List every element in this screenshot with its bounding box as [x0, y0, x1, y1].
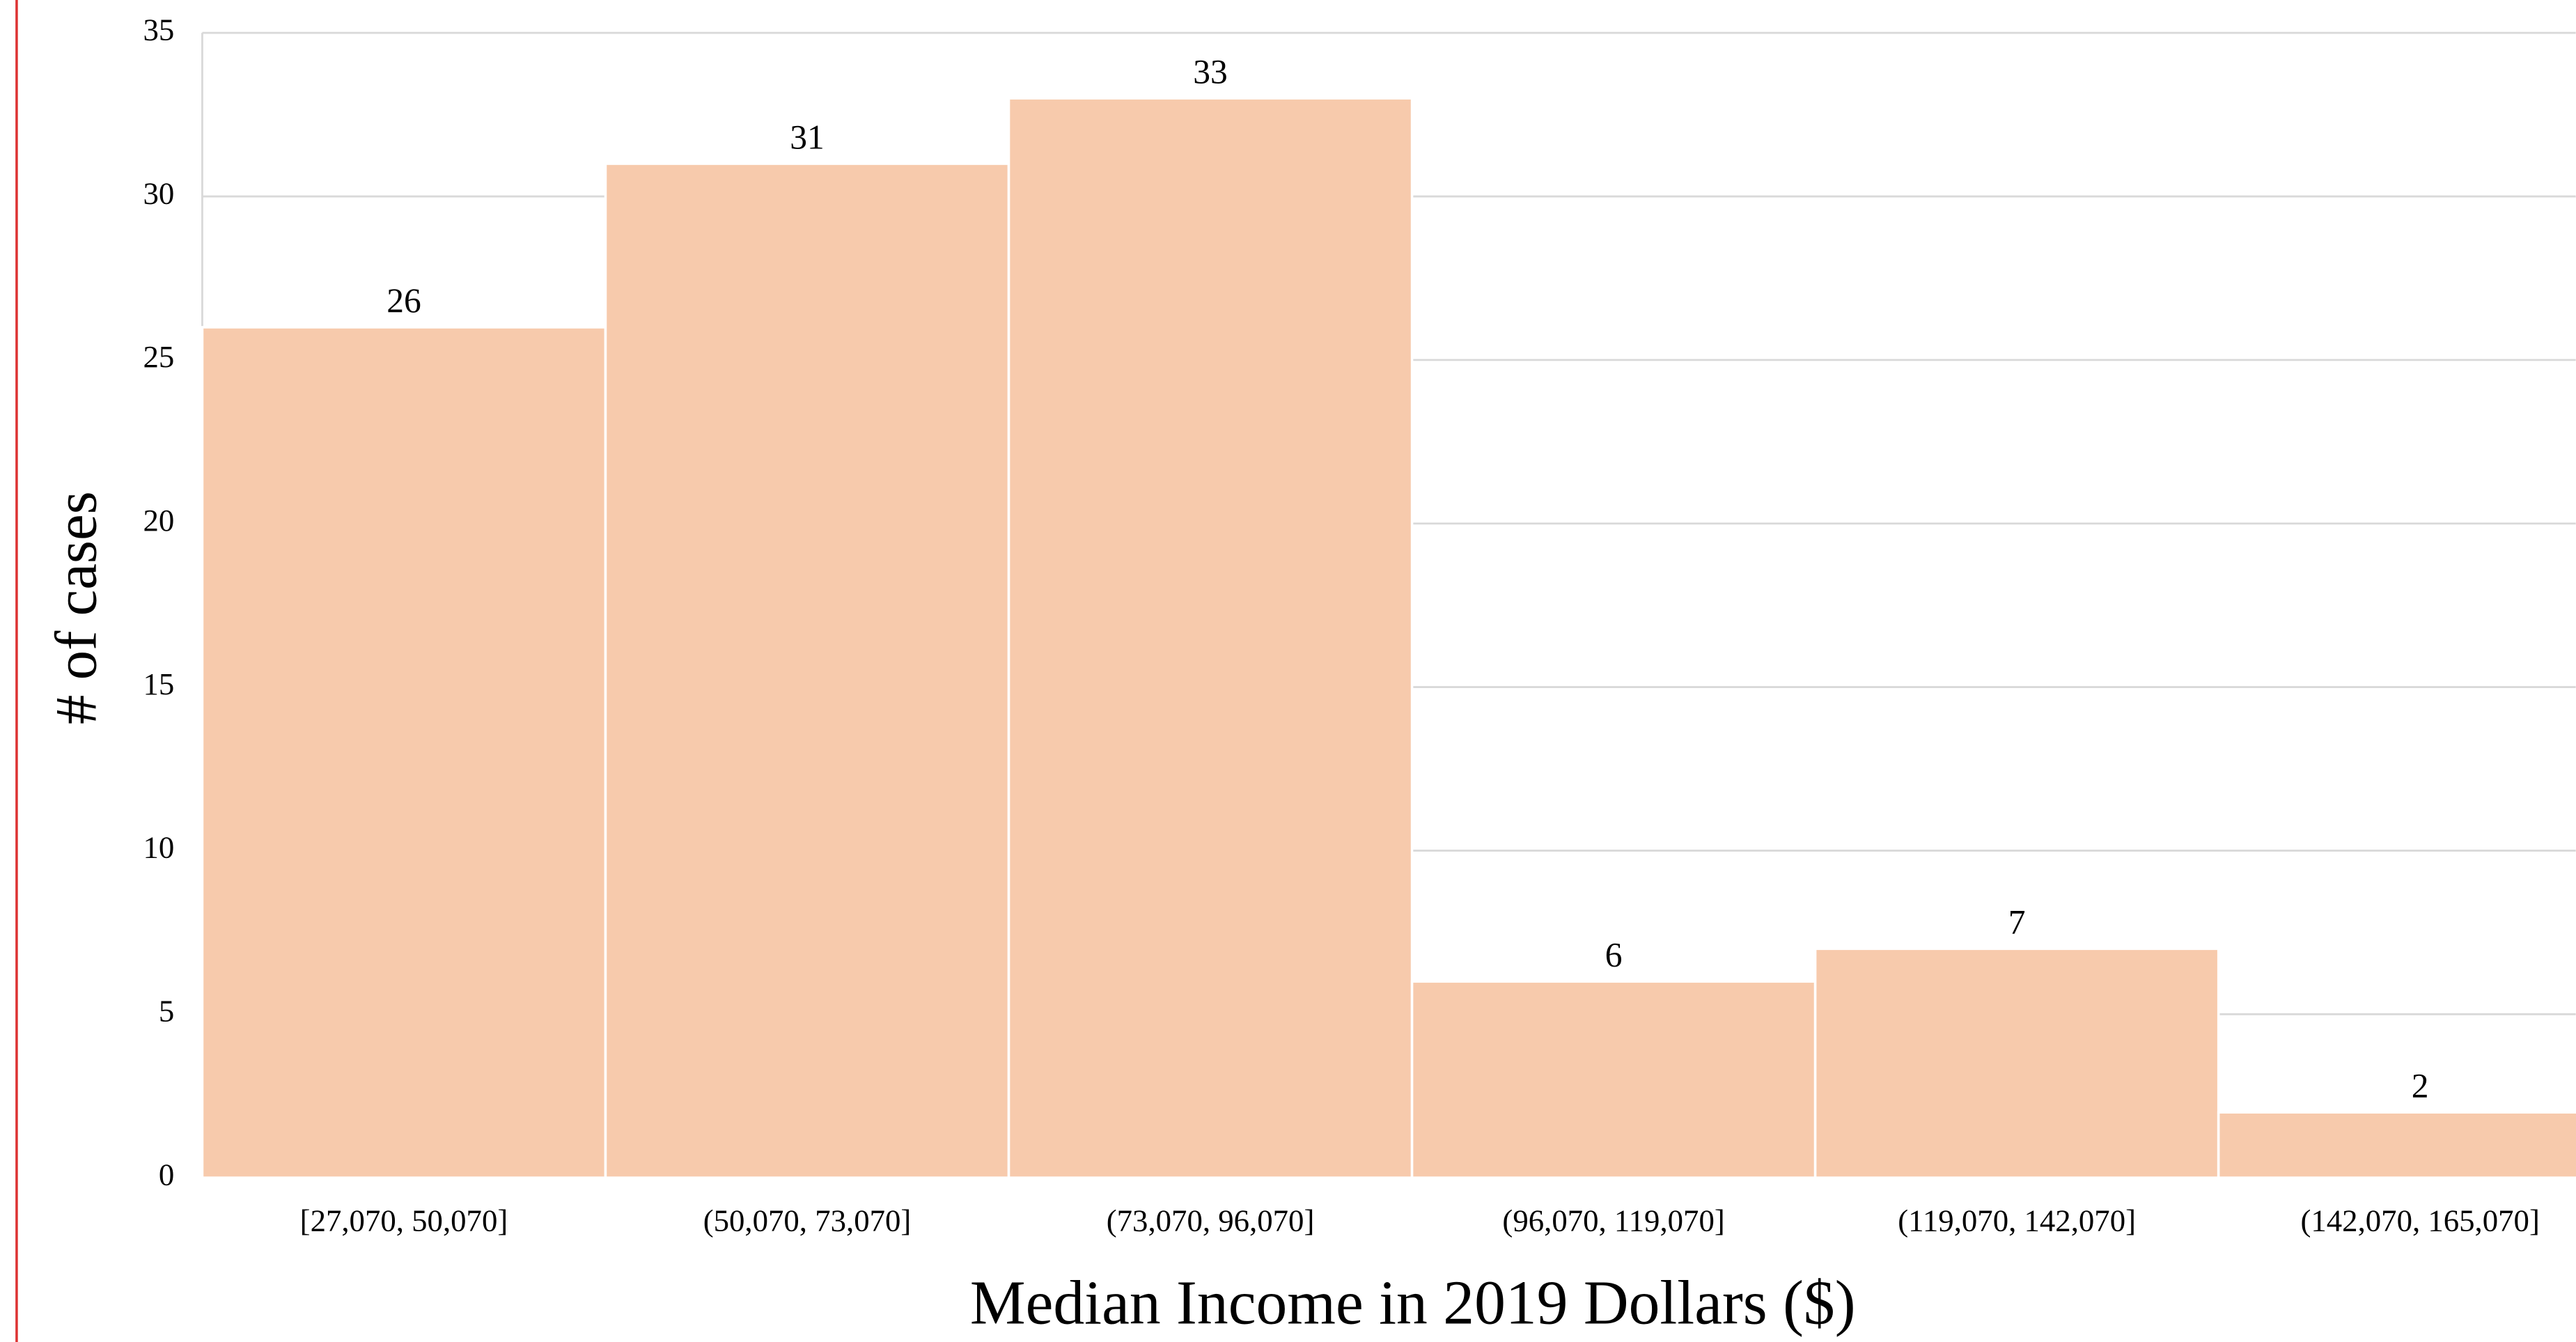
- bar: [1007, 97, 1414, 1179]
- data-label: 6: [1605, 936, 1623, 974]
- data-label: 2: [2412, 1067, 2429, 1105]
- data-label: 31: [790, 118, 825, 156]
- data-label: 7: [2008, 903, 2026, 942]
- x-tick-label: (142,070, 165,070]: [2300, 1203, 2539, 1238]
- x-tick-label: (50,070, 73,070]: [703, 1203, 912, 1238]
- y-tick-label: 35: [143, 12, 175, 47]
- y-tick-label: 10: [143, 830, 175, 865]
- y-tick-label: 5: [159, 994, 174, 1029]
- y-axis-title: # of cases: [44, 491, 109, 724]
- y-tick-label: 15: [143, 666, 175, 701]
- x-tick-label: (73,070, 96,070]: [1107, 1203, 1315, 1238]
- data-label: 26: [387, 281, 421, 320]
- y-tick-label: 30: [143, 175, 175, 210]
- x-tick-label: [27,070, 50,070]: [300, 1203, 508, 1238]
- bar: [201, 326, 607, 1179]
- x-tick-label: (119,070, 142,070]: [1898, 1203, 2136, 1238]
- y-tick-label: 20: [143, 503, 175, 538]
- x-axis-title: Median Income in 2019 Dollars ($): [970, 1268, 1856, 1337]
- bar: [604, 162, 1010, 1179]
- y-tick-label: 0: [159, 1157, 174, 1192]
- bar: [1410, 980, 1817, 1179]
- bar: [2217, 1111, 2576, 1179]
- x-tick-label: (96,070, 119,070]: [1502, 1203, 1724, 1238]
- bar: [1813, 947, 2220, 1179]
- data-label: 33: [1193, 52, 1228, 91]
- y-tick-label: 25: [143, 339, 175, 374]
